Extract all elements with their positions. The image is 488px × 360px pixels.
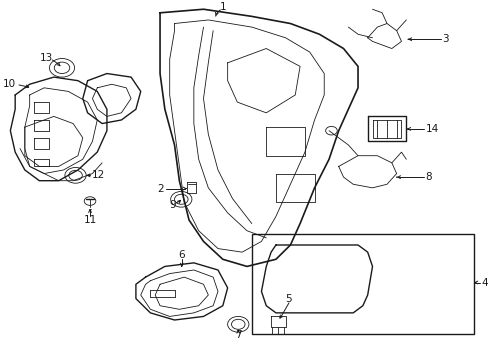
Text: 5: 5 [285,294,292,304]
Text: 4: 4 [480,278,487,288]
Text: 10: 10 [3,79,16,89]
Text: 6: 6 [178,249,185,260]
Text: 2: 2 [157,184,163,194]
Text: 14: 14 [425,124,438,134]
Text: 9: 9 [169,200,176,210]
Text: 3: 3 [442,34,448,44]
Text: 8: 8 [425,172,431,182]
Text: 12: 12 [91,170,104,180]
Bar [251,234,473,334]
Text: 1: 1 [219,2,225,12]
Text: 13: 13 [40,53,53,63]
Text: 11: 11 [83,215,97,225]
Text: 7: 7 [234,330,241,340]
